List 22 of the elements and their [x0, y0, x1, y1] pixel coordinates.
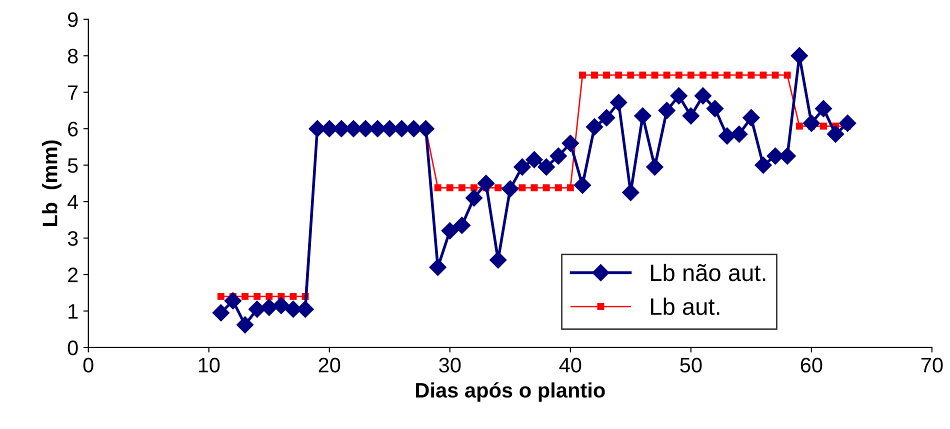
- legend-label: Lb aut.: [651, 298, 720, 316]
- x-tick-label: 0: [83, 358, 94, 373]
- x-tick-label: 70: [921, 358, 943, 373]
- legend-label: Lb não aut.: [651, 264, 766, 282]
- y-tick-label: 4: [68, 194, 78, 210]
- y-tick-label: 7: [68, 85, 78, 100]
- x-axis-title: Dias após o plantio: [416, 382, 605, 402]
- y-tick-label: 6: [68, 122, 78, 136]
- y-axis-title: Lb (mm): [42, 140, 62, 226]
- x-tick-label: 10: [198, 358, 220, 373]
- x-tick-label: 40: [559, 358, 582, 373]
- y-tick-label: 8: [68, 48, 78, 64]
- y-tick-label: 0: [68, 340, 78, 356]
- x-tick-label: 60: [800, 358, 822, 373]
- y-tick-label: 9: [68, 12, 78, 28]
- x-tick-label: 50: [680, 358, 702, 373]
- y-tick-label: 2: [68, 268, 78, 282]
- x-tick-label: 20: [318, 358, 340, 373]
- y-tick-label: 1: [68, 304, 78, 319]
- y-tick-label: 3: [68, 231, 78, 246]
- x-tick-label: 30: [439, 358, 461, 373]
- y-tick-label: 5: [68, 158, 78, 173]
